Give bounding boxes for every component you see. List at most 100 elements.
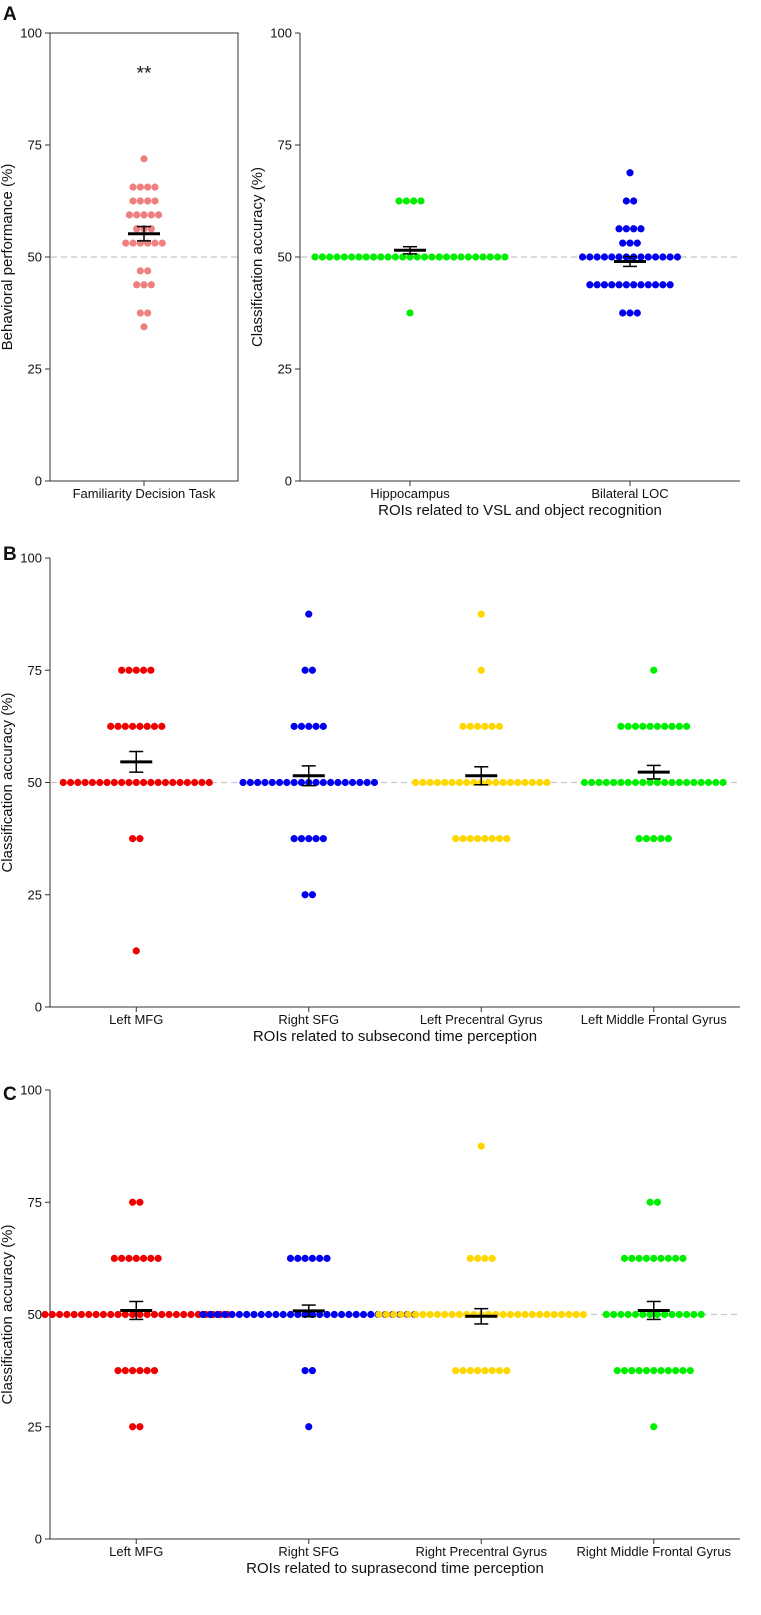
data-point-left-middle-frontal-gyrus	[697, 778, 705, 787]
data-point-hippocampus	[326, 253, 334, 261]
data-point-right-sfg	[290, 778, 298, 787]
data-point-bilateral-loc	[622, 197, 630, 205]
data-point-bilateral-loc	[615, 281, 623, 289]
data-point-left-precentral-gyrus	[492, 778, 500, 787]
data-point-right-sfg	[275, 778, 284, 787]
data-point-left-precentral-gyrus	[474, 835, 482, 843]
data-point-right-sfg	[319, 835, 327, 843]
data-point-left-mfg	[136, 722, 144, 730]
data-point-right-middle-frontal-gyrus	[650, 1423, 658, 1431]
data-point-right-sfg	[257, 1310, 265, 1319]
data-point-hippocampus	[318, 253, 326, 261]
data-point-left-precentral-gyrus	[514, 778, 522, 787]
data-point-familiarity-decision-task	[133, 281, 141, 289]
data-point-right-precentral-gyrus	[411, 1310, 420, 1319]
data-point-left-mfg	[63, 1310, 71, 1319]
data-point-right-precentral-gyrus	[466, 1254, 474, 1262]
data-point-left-mfg	[139, 778, 148, 787]
data-point-familiarity-decision-task	[140, 281, 148, 289]
x-tick-label-right-precentral-gyrus: Right Precentral Gyrus	[416, 1544, 548, 1559]
data-point-left-precentral-gyrus	[488, 835, 496, 843]
data-point-hippocampus	[479, 253, 487, 261]
data-point-right-sfg	[254, 778, 262, 787]
data-point-bilateral-loc	[608, 253, 616, 261]
data-point-familiarity-decision-task	[158, 239, 166, 247]
data-point-bilateral-loc	[633, 309, 641, 317]
data-point-left-mfg	[143, 722, 151, 730]
data-point-bilateral-loc	[633, 239, 641, 247]
data-point-left-middle-frontal-gyrus	[683, 778, 691, 787]
data-point-left-middle-frontal-gyrus	[642, 835, 651, 843]
data-point-left-middle-frontal-gyrus	[650, 835, 658, 843]
data-point-right-precentral-gyrus	[488, 1254, 496, 1262]
data-point-familiarity-decision-task	[144, 267, 152, 275]
data-point-left-mfg	[103, 778, 111, 787]
data-point-right-sfg	[319, 778, 327, 787]
data-point-left-mfg	[125, 778, 133, 787]
data-point-left-mfg	[129, 1423, 137, 1431]
data-point-hippocampus	[402, 197, 410, 205]
data-point-left-middle-frontal-gyrus	[657, 835, 665, 843]
y-tick-label: 0	[35, 474, 42, 489]
data-point-hippocampus	[340, 253, 348, 261]
data-point-bilateral-loc	[637, 281, 645, 289]
data-point-left-mfg	[118, 1254, 126, 1262]
x-tick-label-left-mfg: Left MFG	[109, 1012, 163, 1027]
data-point-bilateral-loc	[659, 253, 667, 261]
data-point-left-middle-frontal-gyrus	[639, 778, 647, 787]
data-point-left-mfg	[147, 1254, 155, 1262]
data-point-left-mfg	[158, 1310, 166, 1319]
y-tick-label: 25	[278, 362, 292, 377]
data-point-left-mfg	[85, 1310, 93, 1319]
data-point-right-precentral-gyrus	[528, 1310, 536, 1319]
data-point-right-precentral-gyrus	[565, 1310, 573, 1319]
data-point-left-middle-frontal-gyrus	[664, 835, 672, 843]
data-point-bilateral-loc	[673, 253, 682, 261]
data-point-left-middle-frontal-gyrus	[624, 722, 632, 730]
data-point-right-precentral-gyrus	[499, 1310, 507, 1319]
data-point-right-middle-frontal-gyrus	[661, 1310, 669, 1319]
data-point-left-mfg	[132, 778, 140, 787]
y-tick-label: 100	[20, 26, 42, 41]
data-point-right-sfg	[345, 1310, 353, 1319]
data-point-bilateral-loc	[630, 225, 638, 233]
data-point-familiarity-decision-task	[129, 239, 137, 247]
data-point-right-sfg	[305, 722, 313, 730]
data-point-left-mfg	[172, 1310, 180, 1319]
data-point-right-middle-frontal-gyrus	[635, 1254, 643, 1262]
x-axis-title: ROIs related to suprasecond time percept…	[246, 1560, 544, 1577]
data-point-familiarity-decision-task	[129, 197, 137, 205]
data-point-right-middle-frontal-gyrus	[650, 1367, 658, 1375]
data-point-left-mfg	[118, 778, 126, 787]
data-point-right-precentral-gyrus	[452, 1367, 460, 1375]
data-point-left-mfg	[183, 778, 191, 787]
data-point-left-mfg	[198, 778, 206, 787]
data-point-left-precentral-gyrus	[495, 835, 504, 843]
data-point-left-middle-frontal-gyrus	[635, 835, 643, 843]
data-point-hippocampus	[428, 253, 436, 261]
x-axis-title: ROIs related to VSL and object recogniti…	[378, 502, 662, 519]
data-point-left-mfg	[139, 1254, 148, 1262]
data-point-bilateral-loc	[630, 197, 638, 205]
data-point-right-sfg	[206, 1310, 214, 1319]
data-point-left-precentral-gyrus	[459, 722, 467, 730]
data-point-left-mfg	[121, 1367, 129, 1375]
data-point-right-middle-frontal-gyrus	[686, 1367, 694, 1375]
data-point-right-sfg	[305, 610, 313, 618]
data-point-left-mfg	[169, 778, 177, 787]
data-point-hippocampus	[494, 253, 502, 261]
data-point-right-precentral-gyrus	[375, 1310, 383, 1319]
data-point-right-precentral-gyrus	[419, 1310, 427, 1319]
data-point-bilateral-loc	[644, 253, 652, 261]
data-point-left-mfg	[136, 1367, 144, 1375]
data-point-right-middle-frontal-gyrus	[613, 1367, 621, 1375]
y-tick-label: 0	[35, 1532, 42, 1547]
data-point-right-precentral-gyrus	[495, 1367, 504, 1375]
x-tick-label-right-middle-frontal-gyrus: Right Middle Frontal Gyrus	[576, 1544, 731, 1559]
data-point-left-middle-frontal-gyrus	[631, 722, 640, 730]
data-point-right-middle-frontal-gyrus	[679, 1367, 687, 1375]
data-point-familiarity-decision-task	[122, 239, 130, 247]
y-tick-label: 75	[278, 138, 292, 153]
data-point-right-middle-frontal-gyrus	[624, 1310, 632, 1319]
data-point-hippocampus	[501, 253, 509, 261]
